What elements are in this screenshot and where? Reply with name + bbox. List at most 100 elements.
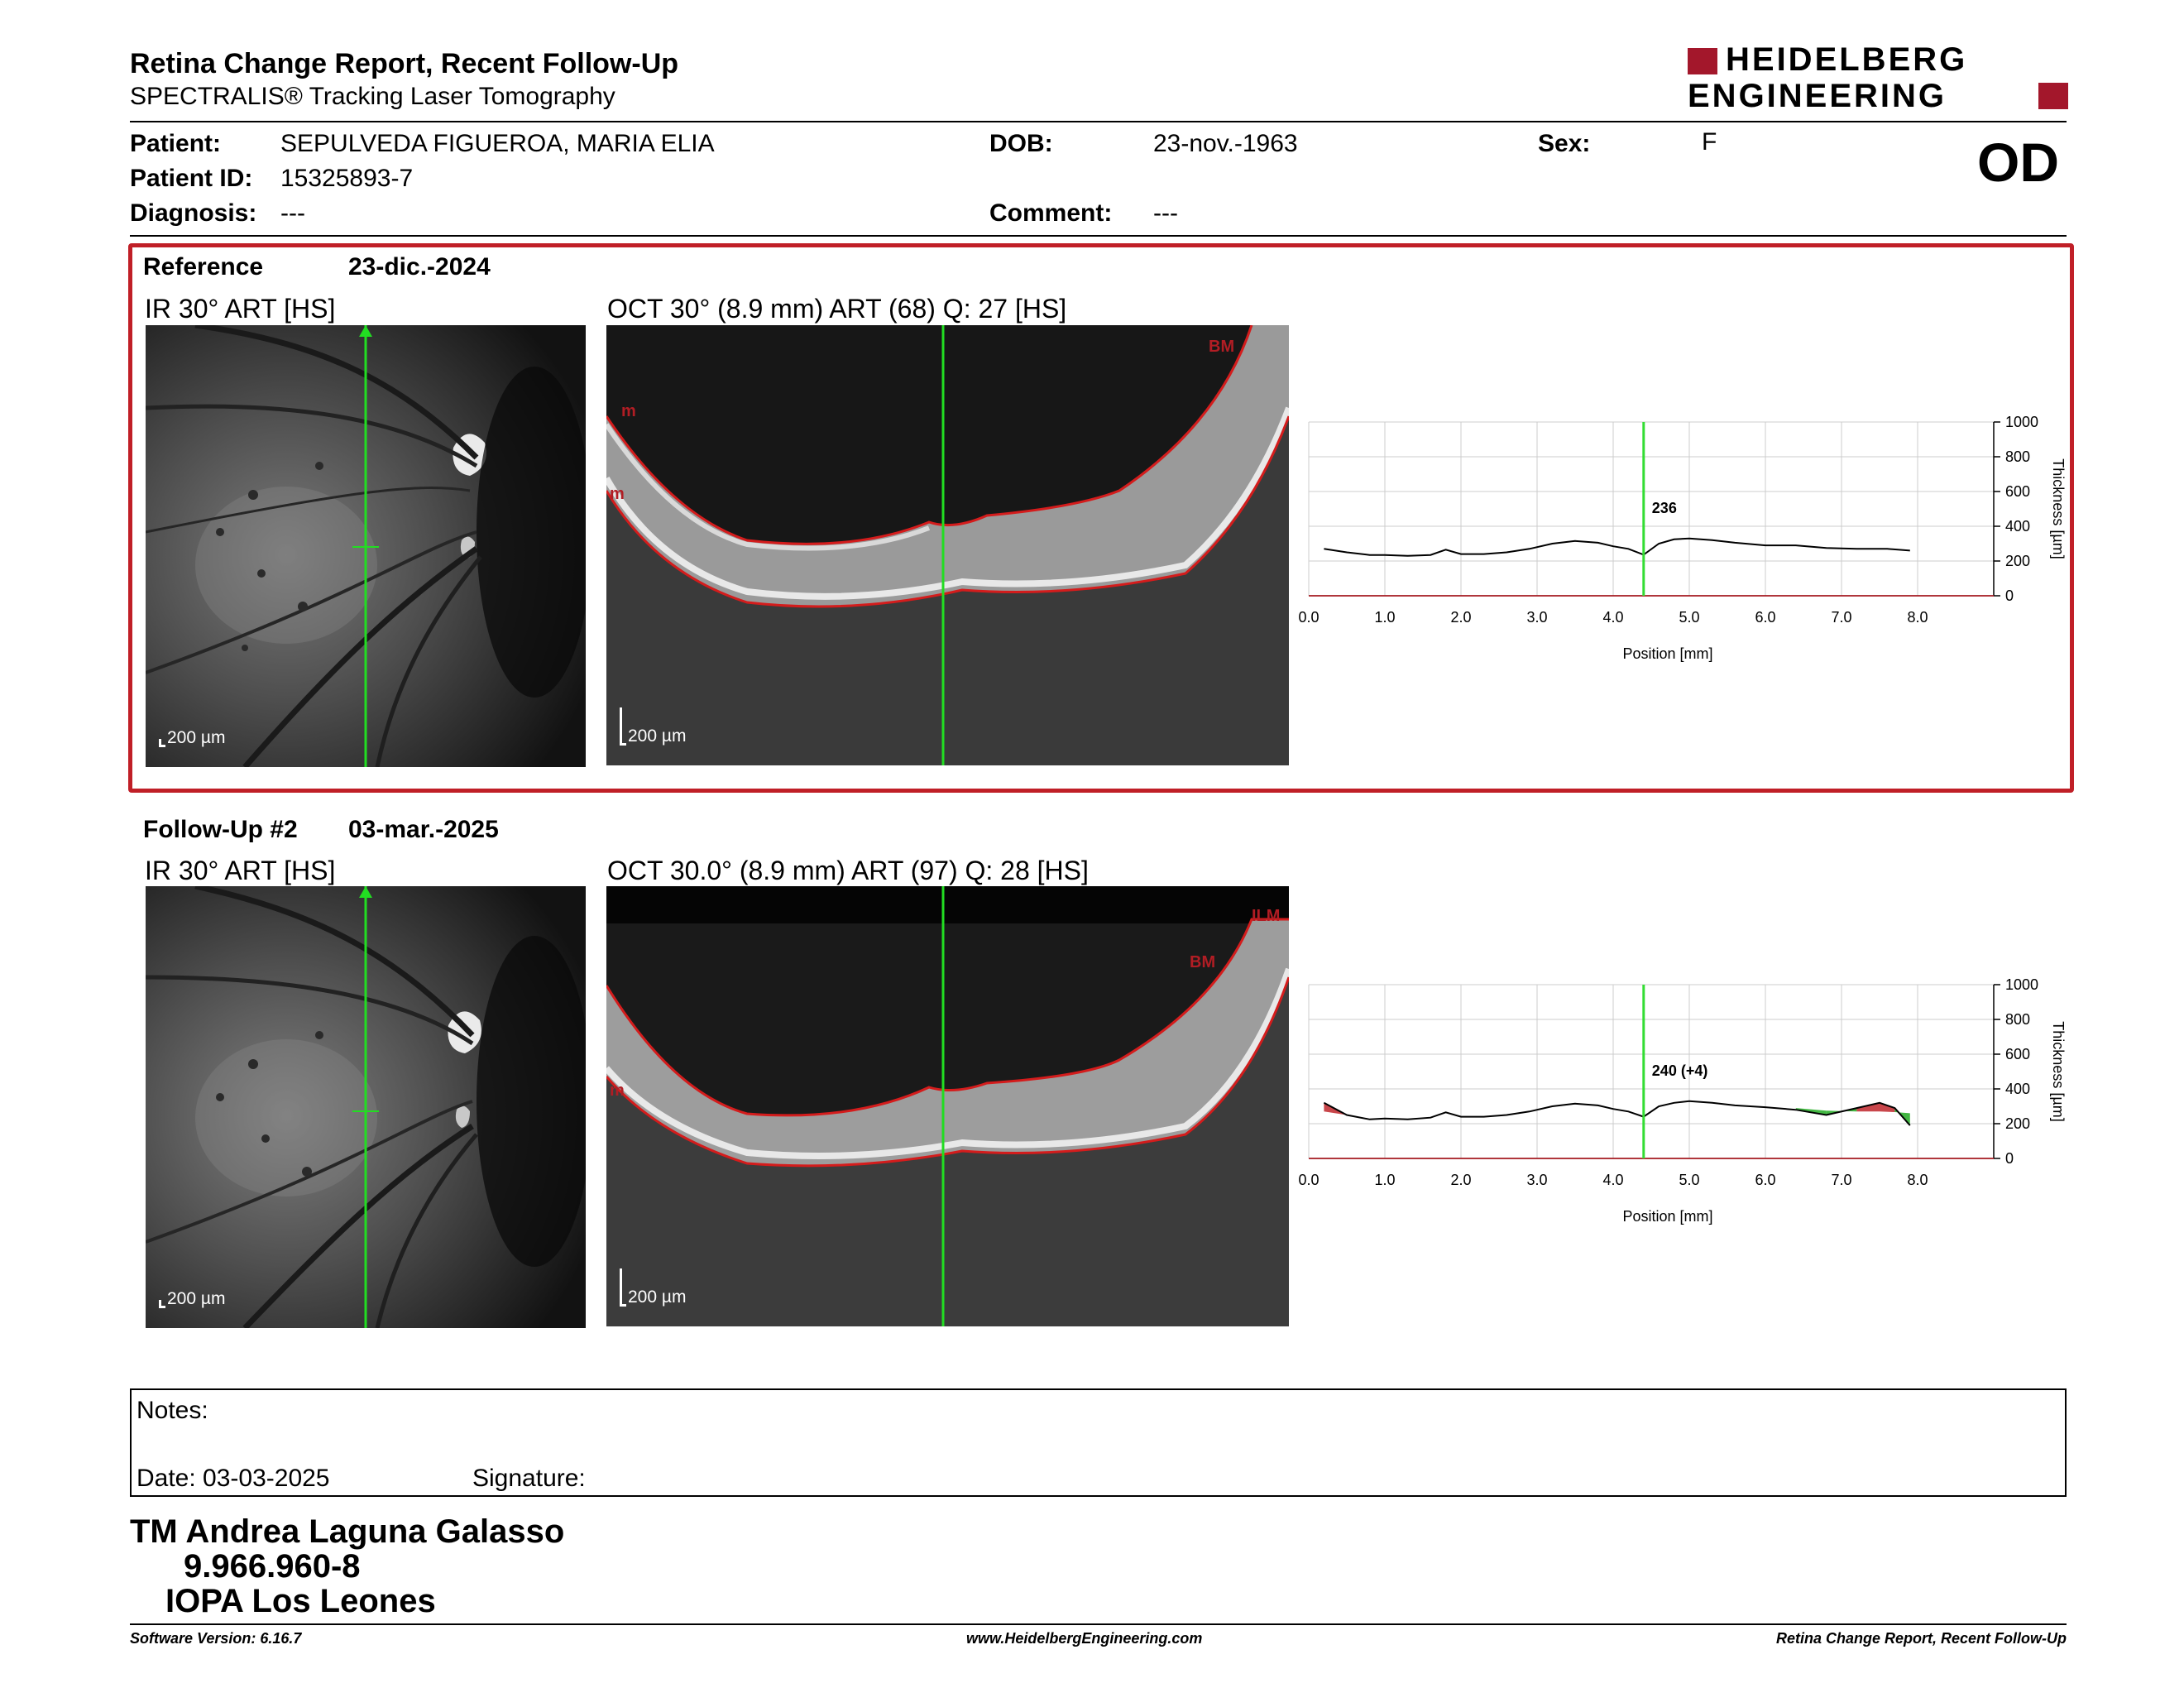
followup-oct-image: ILM BM m 200 µm	[606, 886, 1289, 1326]
eye-indicator: OD	[1977, 132, 2059, 193]
heidelberg-logo: HEIDELBERG ENGINEERING	[1688, 41, 2070, 116]
chart-y-axis-label: Thickness [µm]	[2050, 458, 2067, 559]
chart-cursor-label: 236	[1652, 500, 1677, 516]
patient-id-label: Patient ID:	[130, 165, 253, 192]
followup-thickness-chart: 0.0 1.0 2.0 3.0 4.0 5.0 6.0 7.0 8.0 0 200 400 600 800…	[1291, 968, 2076, 1241]
reference-date: 23-dic.-2024	[348, 253, 491, 281]
patient-name-label: Patient:	[130, 130, 222, 157]
diagnosis-label: Diagnosis:	[130, 199, 257, 227]
chart-y-tick-label: 0	[2005, 1150, 2014, 1167]
chart-x-tick-label: 5.0	[1679, 1172, 1699, 1188]
followup-chart-svg: 0.0 1.0 2.0 3.0 4.0 5.0 6.0 7.0 8.0 0 200 400 600 800…	[1298, 976, 2067, 1225]
chart-x-tick-label: 1.0	[1374, 609, 1395, 626]
chart-x-tick-label: 0.0	[1298, 1172, 1319, 1188]
chart-x-tick-label: 5.0	[1679, 609, 1699, 626]
reference-chart-svg: 0.0 1.0 2.0 3.0 4.0 5.0 6.0 7.0 8.0 0 200 400 600 800…	[1298, 414, 2067, 662]
chart-x-axis-label: Position [mm]	[1622, 645, 1712, 662]
stamp-institution: IOPA Los Leones	[165, 1583, 436, 1619]
dob-label: DOB:	[989, 130, 1053, 157]
chart-x-tick-label: 0.0	[1298, 609, 1319, 626]
followup-fundus-svg	[146, 886, 586, 1328]
notes-label: Notes:	[136, 1397, 208, 1424]
oct-scale-bar	[620, 707, 626, 746]
chart-y-tick-label: 600	[2005, 1046, 2030, 1062]
chart-change-area	[1880, 1102, 1895, 1112]
chart-x-tick-label: 6.0	[1755, 609, 1775, 626]
signature-label: Signature:	[472, 1465, 586, 1492]
chart-x-tick-label: 6.0	[1755, 1172, 1775, 1188]
chart-change-area	[1856, 1102, 1880, 1112]
oct-seg-label-bm: BM	[1190, 953, 1215, 971]
chart-y-tick-label: 1000	[2005, 976, 2038, 993]
reference-ir-image: 200 µm	[146, 325, 586, 767]
chart-x-tick-label: 3.0	[1526, 1172, 1547, 1188]
reference-ir-title: IR 30° ART [HS]	[145, 294, 336, 324]
oct-seg-label-m1: m	[621, 402, 636, 420]
comment-label: Comment:	[989, 199, 1113, 227]
header-divider	[130, 121, 2067, 122]
reference-fundus-svg	[146, 325, 586, 767]
sex-label: Sex:	[1538, 130, 1591, 157]
footer-divider	[130, 1623, 2067, 1625]
ir-scale-bar	[159, 1300, 165, 1308]
diagnosis-value: ---	[280, 199, 305, 227]
oct-seg-label-ilm: ILM	[1252, 907, 1280, 925]
chart-x-tick-label: 4.0	[1602, 609, 1623, 626]
ir-scale-bar	[159, 739, 165, 747]
chart-x-tick-label: 7.0	[1831, 609, 1851, 626]
report-subtitle: SPECTRALIS® Tracking Laser Tomography	[130, 83, 615, 110]
oct-seg-label-bm: BM	[1209, 338, 1234, 356]
ir-scale-label: 200 µm	[167, 728, 226, 747]
stamp-id: 9.966.960-8	[184, 1548, 361, 1585]
chart-y-tick-label: 200	[2005, 1115, 2030, 1132]
logo-text-line1: HEIDELBERG	[1726, 41, 1968, 78]
dob-value: 23-nov.-1963	[1153, 130, 1298, 157]
logo-square-bottom	[2038, 83, 2068, 109]
chart-y-tick-label: 800	[2005, 448, 2030, 465]
notes-date: Date: 03-03-2025	[136, 1465, 330, 1492]
report-title: Retina Change Report, Recent Follow-Up	[130, 48, 679, 79]
chart-series-line	[1323, 1100, 1911, 1126]
chart-x-tick-label: 8.0	[1907, 1172, 1928, 1188]
followup-oct-title: OCT 30.0° (8.9 mm) ART (97) Q: 28 [HS]	[607, 856, 1089, 885]
reference-oct-image: BM m m 200 µm	[606, 325, 1289, 765]
chart-series-line	[1324, 537, 1910, 557]
chart-cursor-label: 240 (+4)	[1652, 1062, 1708, 1079]
oct-scale-bar	[620, 1268, 626, 1307]
patient-divider	[130, 235, 2067, 237]
followup-ir-title: IR 30° ART [HS]	[145, 856, 336, 885]
chart-x-tick-label: 1.0	[1374, 1172, 1395, 1188]
chart-x-axis-label: Position [mm]	[1622, 1208, 1712, 1225]
chart-x-tick-label: 8.0	[1907, 609, 1928, 626]
patient-name: SEPULVEDA FIGUEROA, MARIA ELIA	[280, 130, 715, 157]
reference-oct-svg: BM m m	[606, 325, 1289, 765]
logo-square-top	[1688, 48, 1717, 74]
chart-y-axis-label: Thickness [µm]	[2050, 1021, 2067, 1121]
reference-label: Reference	[143, 253, 264, 281]
notes-box: Notes: Date: 03-03-2025 Signature:	[130, 1388, 2067, 1497]
chart-x-tick-label: 3.0	[1526, 609, 1547, 626]
oct-scale-label: 200 µm	[628, 1288, 687, 1307]
reference-oct-title: OCT 30° (8.9 mm) ART (68) Q: 27 [HS]	[607, 294, 1067, 324]
reference-frame	[128, 243, 2074, 793]
chart-x-tick-label: 2.0	[1450, 1172, 1471, 1188]
oct-seg-label-m2: m	[610, 485, 625, 503]
chart-y-tick-label: 1000	[2005, 414, 2038, 430]
chart-y-tick-label: 0	[2005, 587, 2014, 604]
reference-thickness-chart: 0.0 1.0 2.0 3.0 4.0 5.0 6.0 7.0 8.0 0 200 400 600 800…	[1291, 405, 2076, 679]
footer-report-name: Retina Change Report, Recent Follow-Up	[1775, 1630, 2067, 1647]
comment-value: ---	[1153, 199, 1178, 227]
logo-text-line2: ENGINEERING	[1688, 78, 1947, 114]
followup-date: 03-mar.-2025	[348, 816, 499, 843]
chart-x-tick-label: 7.0	[1831, 1172, 1851, 1188]
chart-x-tick-label: 2.0	[1450, 609, 1471, 626]
followup-ir-image: 200 µm	[146, 886, 586, 1328]
chart-y-tick-label: 600	[2005, 483, 2030, 500]
ir-scale-label: 200 µm	[167, 1289, 226, 1308]
footer-website: www.HeidelbergEngineering.com	[966, 1630, 1203, 1647]
chart-y-tick-label: 200	[2005, 553, 2030, 569]
sex-value: F	[1702, 128, 1717, 156]
followup-label: Follow-Up #2	[143, 816, 298, 843]
oct-seg-label-m: m	[610, 1081, 625, 1100]
chart-y-tick-label: 800	[2005, 1011, 2030, 1028]
